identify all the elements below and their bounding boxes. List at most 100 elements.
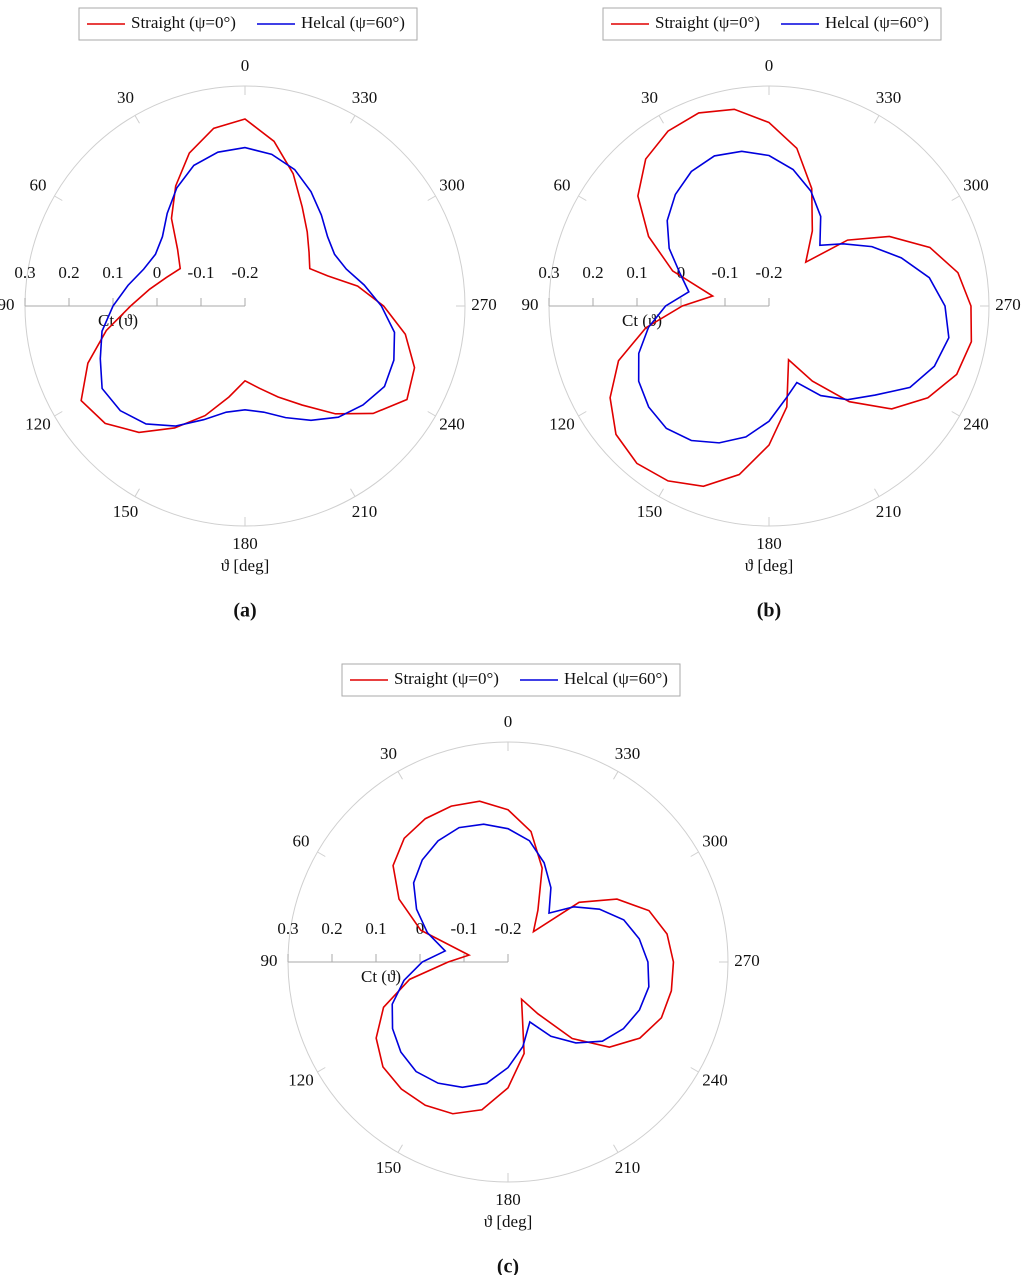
angle-tick-label: 0 — [504, 712, 513, 731]
angle-tick-label: 90 — [522, 295, 539, 314]
angle-tick-label: 90 — [261, 951, 278, 970]
angle-tick-label: 300 — [963, 175, 989, 194]
series-line — [609, 108, 973, 488]
angle-tick — [350, 115, 356, 124]
angle-tick — [578, 195, 587, 201]
series-line — [391, 823, 650, 1089]
angle-tick — [317, 851, 326, 857]
angle-tick-label: 120 — [25, 414, 51, 433]
angle-tick — [134, 115, 140, 124]
angle-tick — [951, 411, 960, 417]
caption: (a) — [233, 600, 256, 622]
angle-tick-label: 60 — [554, 175, 571, 194]
radial-tick-label: -0.1 — [451, 919, 478, 938]
angle-tick-label: 180 — [756, 534, 782, 553]
angle-tick-label: 60 — [30, 175, 47, 194]
angle-tick — [613, 1144, 619, 1153]
angle-tick-label: 150 — [376, 1158, 402, 1177]
angle-tick — [690, 851, 699, 857]
legend-label: Helcal (ψ=60°) — [825, 13, 929, 32]
angle-tick — [658, 488, 664, 497]
angle-tick — [397, 771, 403, 780]
radial-tick-label: 0.3 — [277, 919, 298, 938]
angle-tick — [874, 115, 880, 124]
series-line — [99, 146, 396, 427]
radial-tick-label: 0.2 — [58, 263, 79, 282]
angle-tick-label: 240 — [702, 1070, 728, 1089]
angle-tick-label: 120 — [288, 1070, 314, 1089]
angle-tick — [874, 488, 880, 497]
caption: (c) — [497, 1256, 519, 1275]
angle-tick-label: 270 — [734, 951, 760, 970]
angle-tick-label: 210 — [876, 502, 902, 521]
radial-tick-label: 0.2 — [321, 919, 342, 938]
angle-axis-label: ϑ [deg] — [221, 556, 270, 575]
angle-tick-label: 180 — [495, 1190, 521, 1209]
radial-axis-label: Ct (ϑ) — [622, 311, 662, 330]
angle-tick-label: 300 — [439, 175, 465, 194]
angle-tick-label: 30 — [117, 88, 134, 107]
legend-label: Straight (ψ=0°) — [655, 13, 760, 32]
radial-tick-label: -0.2 — [232, 263, 259, 282]
radial-tick-label: 0.3 — [538, 263, 559, 282]
angle-tick-label: 90 — [0, 295, 15, 314]
series-line — [637, 150, 950, 444]
angle-axis-label: ϑ [deg] — [745, 556, 794, 575]
caption: (b) — [757, 600, 781, 622]
angle-tick — [427, 411, 436, 417]
series-line — [80, 118, 416, 434]
legend-label: Helcal (ψ=60°) — [301, 13, 405, 32]
angle-tick-label: 60 — [293, 831, 310, 850]
angle-tick — [578, 411, 587, 417]
angle-tick-label: 0 — [765, 56, 774, 75]
angle-tick — [658, 115, 664, 124]
radial-tick-label: -0.1 — [712, 263, 739, 282]
angle-tick-label: 150 — [113, 502, 139, 521]
angle-tick-label: 330 — [615, 744, 641, 763]
legend-label: Straight (ψ=0°) — [131, 13, 236, 32]
angle-tick-label: 270 — [995, 295, 1021, 314]
radial-tick-label: -0.2 — [495, 919, 522, 938]
angle-tick-label: 210 — [352, 502, 378, 521]
legend-label: Helcal (ψ=60°) — [564, 669, 668, 688]
angle-tick — [613, 771, 619, 780]
angle-tick-label: 240 — [439, 414, 465, 433]
angle-tick — [134, 488, 140, 497]
radial-tick-label: -0.2 — [756, 263, 783, 282]
legend-label: Straight (ψ=0°) — [394, 669, 499, 688]
angle-axis-label: ϑ [deg] — [484, 1212, 533, 1231]
angle-tick-label: 210 — [615, 1158, 641, 1177]
series-line — [375, 800, 675, 1115]
angle-tick — [427, 195, 436, 201]
radial-axis-label: Ct (ϑ) — [361, 967, 401, 986]
angle-tick-label: 150 — [637, 502, 663, 521]
angle-tick-label: 0 — [241, 56, 250, 75]
angle-tick-label: 330 — [876, 88, 902, 107]
radial-tick-label: -0.1 — [188, 263, 215, 282]
legend-box — [78, 7, 418, 41]
angle-tick-label: 120 — [549, 414, 575, 433]
angle-tick — [54, 195, 63, 201]
angle-tick — [54, 411, 63, 417]
radial-tick-label: 0.2 — [582, 263, 603, 282]
angle-tick-label: 240 — [963, 414, 989, 433]
radial-tick-label: 0.3 — [14, 263, 35, 282]
radial-tick-label: 0.1 — [365, 919, 386, 938]
legend-box — [341, 663, 681, 697]
angle-tick — [317, 1067, 326, 1073]
radial-tick-label: 0 — [153, 263, 162, 282]
angle-tick-label: 330 — [352, 88, 378, 107]
angle-tick-label: 300 — [702, 831, 728, 850]
angle-tick — [690, 1067, 699, 1073]
angle-tick-label: 180 — [232, 534, 258, 553]
radial-tick-label: 0 — [677, 263, 686, 282]
angle-tick-label: 30 — [641, 88, 658, 107]
legend-box — [602, 7, 942, 41]
angle-tick-label: 30 — [380, 744, 397, 763]
angle-tick — [350, 488, 356, 497]
angle-tick — [397, 1144, 403, 1153]
angle-tick — [951, 195, 960, 201]
angle-tick-label: 270 — [471, 295, 497, 314]
radial-tick-label: 0.1 — [626, 263, 647, 282]
